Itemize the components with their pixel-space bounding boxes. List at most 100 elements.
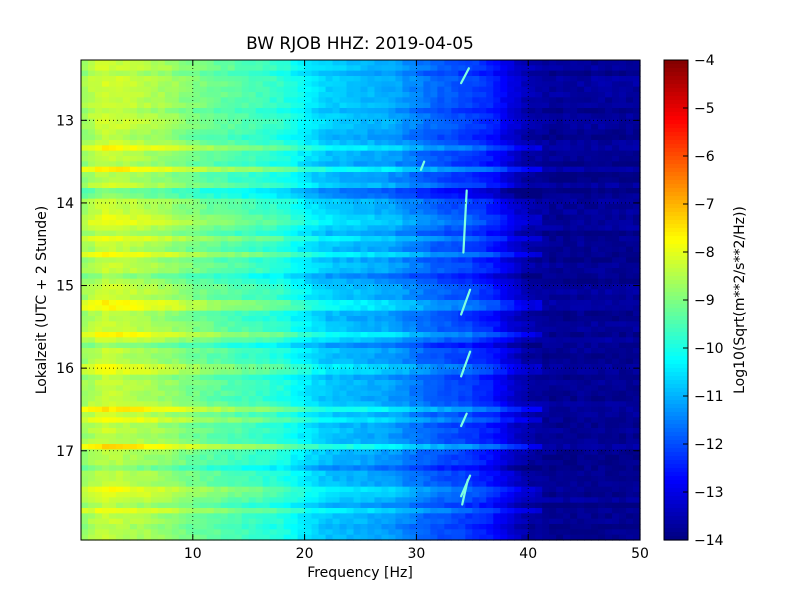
spectrogram-cell bbox=[437, 166, 445, 173]
spectrogram-cell bbox=[360, 385, 369, 392]
spectrogram-cell bbox=[129, 278, 138, 285]
spectrogram-cell bbox=[563, 188, 571, 194]
spectrogram-cell bbox=[479, 65, 487, 72]
spectrogram-cell bbox=[311, 241, 320, 248]
spectrogram-cell bbox=[283, 161, 292, 168]
spectrogram-cell bbox=[395, 86, 404, 93]
spectrogram-cell bbox=[395, 220, 404, 226]
spectrogram-cell bbox=[591, 337, 599, 344]
spectrogram-cell bbox=[479, 273, 487, 280]
spectrogram-cell bbox=[430, 204, 438, 210]
spectrogram-cell bbox=[276, 150, 285, 157]
spectrogram-cell bbox=[248, 326, 257, 333]
spectrogram-cell bbox=[528, 364, 536, 370]
spectrogram-cell bbox=[248, 134, 257, 141]
spectrogram-cell bbox=[304, 150, 313, 157]
spectrogram-cell bbox=[94, 220, 103, 226]
spectrogram-cell bbox=[423, 257, 431, 264]
spectrogram-cell bbox=[584, 145, 592, 152]
spectrogram-cell bbox=[318, 102, 327, 109]
spectrogram-cell bbox=[234, 220, 243, 226]
spectrogram-cell bbox=[129, 321, 138, 328]
spectrogram-cell bbox=[437, 353, 445, 360]
spectrogram-cell bbox=[171, 310, 180, 317]
spectrogram-cell bbox=[150, 134, 159, 141]
spectrogram-cell bbox=[591, 246, 599, 253]
spectrogram-cell bbox=[367, 380, 376, 386]
spectrogram-cell bbox=[241, 273, 250, 280]
spectrogram-cell bbox=[528, 310, 536, 317]
spectrogram-cell bbox=[633, 220, 641, 226]
spectrogram-cell bbox=[115, 273, 124, 280]
spectrogram-cell bbox=[507, 230, 515, 237]
spectrogram-cell bbox=[199, 342, 208, 349]
spectrogram-cell bbox=[444, 230, 452, 237]
spectrogram-cell bbox=[500, 289, 508, 296]
spectrogram-cell bbox=[283, 145, 292, 152]
spectrogram-cell bbox=[81, 284, 89, 290]
spectrogram-cell bbox=[423, 337, 431, 344]
spectrogram-cell bbox=[325, 326, 334, 333]
spectrogram-cell bbox=[325, 300, 334, 306]
spectrogram-cell bbox=[633, 236, 641, 242]
spectrogram-cell bbox=[381, 108, 390, 114]
spectrogram-cell bbox=[297, 246, 306, 253]
spectrogram-cell bbox=[500, 102, 508, 109]
spectrogram-cell bbox=[374, 198, 383, 205]
spectrogram-cell bbox=[584, 294, 592, 301]
spectrogram-cell bbox=[136, 92, 145, 98]
spectrogram-cell bbox=[178, 316, 187, 322]
spectrogram-cell bbox=[493, 337, 501, 344]
spectrogram-cell bbox=[381, 316, 390, 322]
spectrogram-cell bbox=[255, 342, 264, 349]
spectrogram-cell bbox=[318, 380, 327, 386]
spectrogram-cell bbox=[255, 193, 264, 200]
spectrogram-cell bbox=[388, 358, 397, 365]
spectrogram-cell bbox=[227, 342, 236, 349]
spectrogram-cell bbox=[87, 348, 96, 354]
spectrogram-cell bbox=[185, 332, 194, 338]
spectrogram-cell bbox=[577, 364, 585, 370]
spectrogram-cell bbox=[255, 150, 264, 157]
spectrogram-cell bbox=[423, 193, 431, 200]
spectrogram-cell bbox=[206, 241, 215, 248]
spectrogram-cell bbox=[311, 204, 320, 210]
spectrogram-cell bbox=[171, 353, 180, 360]
spectrogram-cell bbox=[94, 342, 103, 349]
spectrogram-cell bbox=[556, 220, 564, 226]
spectrogram-cell bbox=[465, 166, 473, 173]
spectrogram-cell bbox=[395, 236, 404, 242]
spectrogram-cell bbox=[465, 246, 473, 253]
spectrogram-cell bbox=[563, 252, 571, 258]
spectrogram-cell bbox=[388, 172, 397, 178]
spectrogram-cell bbox=[381, 118, 390, 125]
spectrogram-cell bbox=[143, 348, 152, 354]
spectrogram-cell bbox=[325, 124, 334, 130]
spectrogram-cell bbox=[374, 316, 383, 322]
spectrogram-cell bbox=[304, 118, 313, 125]
spectrogram-cell bbox=[171, 182, 180, 189]
spectrogram-cell bbox=[353, 380, 362, 386]
spectrogram-cell bbox=[185, 76, 194, 82]
spectrogram-cell bbox=[164, 364, 173, 370]
spectrogram-cell bbox=[535, 262, 543, 269]
spectrogram-cell bbox=[493, 241, 501, 248]
spectrogram-cell bbox=[339, 385, 348, 392]
spectrogram-cell bbox=[332, 177, 341, 184]
spectrogram-cell bbox=[605, 70, 613, 77]
spectrogram-cell bbox=[262, 76, 271, 82]
spectrogram-cell bbox=[206, 129, 215, 136]
spectrogram-cell bbox=[486, 337, 494, 344]
spectrogram-cell bbox=[101, 198, 110, 205]
spectrogram-cell bbox=[374, 124, 383, 130]
spectrogram-cell bbox=[339, 364, 348, 370]
spectrogram-cell bbox=[633, 300, 641, 306]
spectrogram-cell bbox=[171, 60, 180, 66]
spectrogram-cell bbox=[409, 188, 417, 194]
spectrogram-cell bbox=[465, 364, 473, 370]
spectrogram-cell bbox=[192, 129, 201, 136]
spectrogram-cell bbox=[465, 310, 473, 317]
spectrogram-cell bbox=[318, 65, 327, 72]
spectrogram-cell bbox=[339, 284, 348, 290]
spectrogram-cell bbox=[262, 97, 271, 104]
